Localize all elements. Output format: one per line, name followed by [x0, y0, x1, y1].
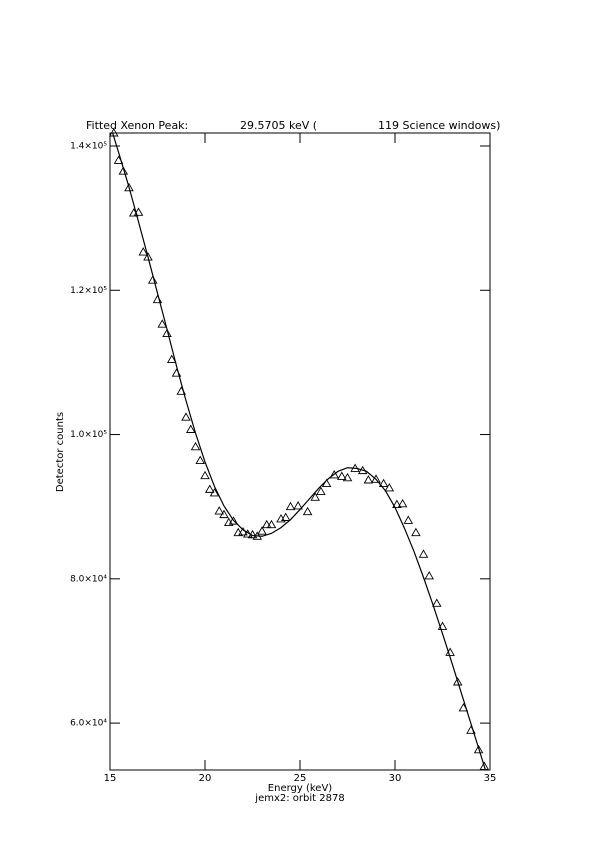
data-point: [378, 478, 389, 488]
data-point: [363, 475, 374, 484]
data-point: [147, 275, 158, 284]
data-point: [479, 761, 490, 770]
data-point: [384, 483, 395, 492]
data-point: [302, 506, 313, 516]
title-label: Fitted Xenon Peak:: [86, 119, 188, 132]
data-point: [219, 509, 229, 519]
data-point: [200, 470, 210, 480]
y-tick-label: 1.2×10⁵: [70, 286, 107, 296]
data-point: [124, 182, 134, 192]
data-point: [162, 328, 172, 338]
data-point: [181, 412, 191, 421]
data-point: [261, 519, 272, 529]
data-point: [185, 424, 196, 433]
data-point: [329, 470, 339, 479]
data-point: [371, 474, 381, 483]
data-point: [403, 515, 414, 524]
data-point: [285, 501, 296, 511]
y-tick-label: 8.0×10⁴: [70, 574, 107, 584]
x-axis-label: Energy (keV): [268, 783, 333, 794]
data-point: [310, 492, 320, 501]
data-point: [166, 354, 177, 363]
data-point: [280, 512, 291, 521]
data-point: [209, 488, 220, 497]
data-point: [418, 549, 429, 558]
data-point: [195, 455, 206, 464]
data-point: [190, 441, 201, 451]
data-point: [452, 677, 463, 686]
data-point: [473, 744, 484, 754]
data-point: [204, 484, 215, 493]
x-tick-label: 25: [294, 773, 307, 784]
x-tick-label: 35: [484, 773, 497, 784]
x-tick-label: 30: [389, 773, 402, 784]
data-point: [316, 486, 326, 495]
fit-line: [112, 133, 487, 770]
data-point: [143, 252, 153, 261]
subtitle: jemx2: orbit 2878: [254, 793, 344, 804]
data-point: [411, 527, 421, 537]
plot-frame: [109, 132, 491, 771]
data-point: [342, 472, 353, 482]
data-point: [118, 166, 129, 175]
y-axis-label: Detector counts: [55, 412, 66, 492]
data-point: [337, 471, 347, 480]
data-point: [397, 498, 408, 508]
data-point: [432, 598, 442, 607]
title-energy: 29.5705 keV (: [240, 119, 317, 132]
data-point: [133, 207, 144, 216]
data-point: [257, 526, 267, 535]
title-windows: 119 Science windows): [378, 119, 500, 132]
y-tick-label: 1.4×10⁵: [70, 141, 107, 151]
data-point: [157, 319, 168, 328]
data-point: [293, 501, 303, 510]
data-point: [392, 499, 402, 508]
data-point: [266, 519, 277, 529]
data-point: [138, 247, 149, 256]
y-tick-label: 6.0×10⁴: [70, 719, 107, 729]
data-point: [214, 506, 225, 515]
y-tick-label: 1.0×10⁵: [70, 430, 107, 440]
data-point: [228, 516, 239, 525]
x-tick-label: 20: [199, 773, 212, 784]
x-tick-label: 15: [104, 773, 117, 784]
data-point: [424, 571, 434, 580]
